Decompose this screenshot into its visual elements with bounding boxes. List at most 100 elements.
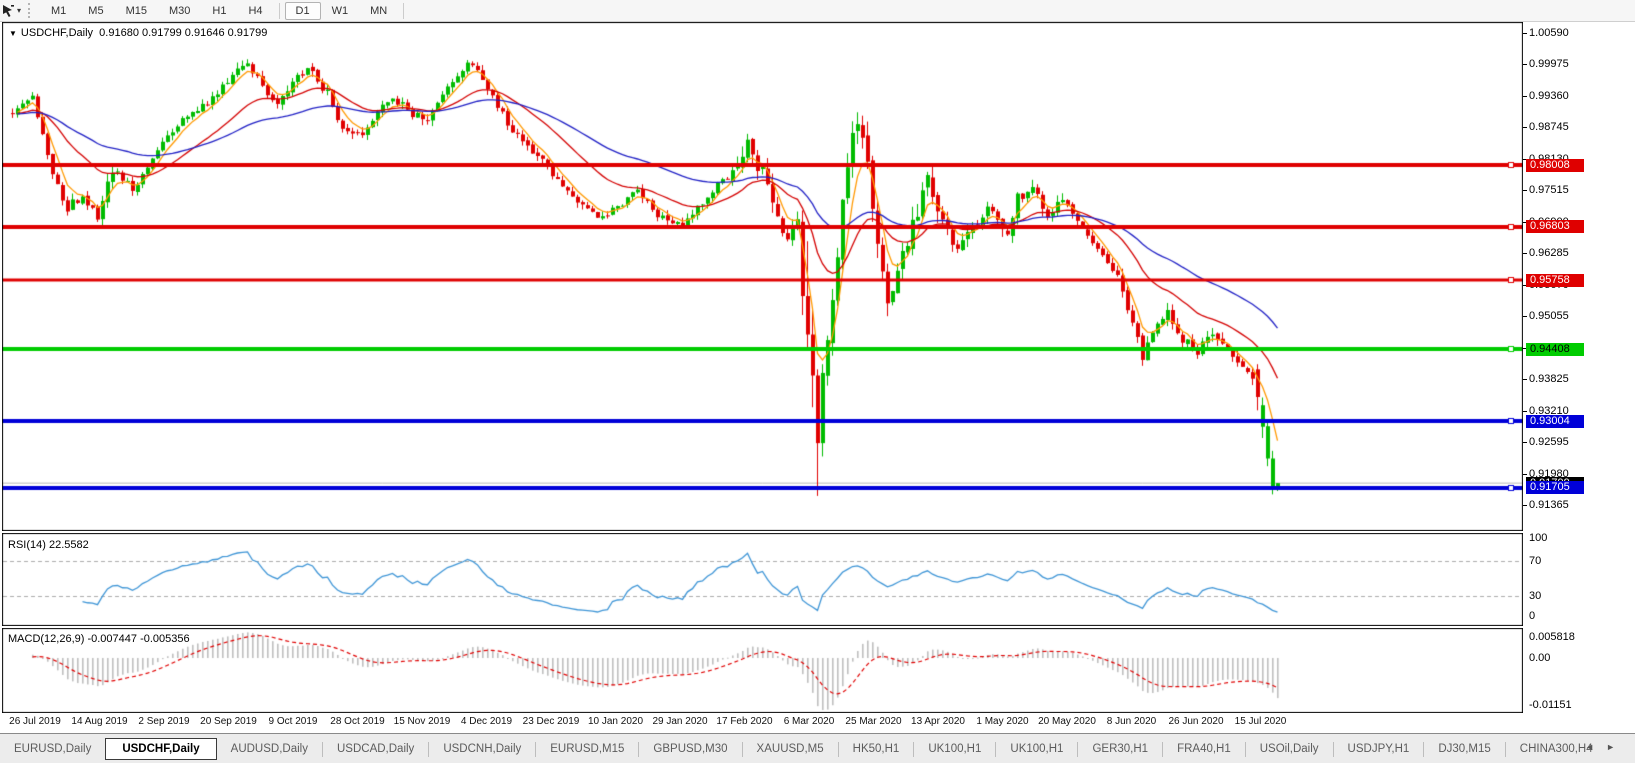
tab-usdcad-daily[interactable]: USDCAD,Daily — [336, 743, 415, 755]
timeframe-button-d1[interactable]: D1 — [284, 1, 321, 20]
tab-usoil-daily[interactable]: USOil,Daily — [1259, 743, 1319, 755]
date-tick-label: 20 Sep 2019 — [200, 716, 257, 727]
toolbar-drag-handle-icon[interactable] — [28, 3, 34, 18]
price-tick-label: 1.00590 — [1523, 26, 1569, 39]
tab-scroll-arrows[interactable]: ◄► — [1585, 742, 1627, 752]
price-tick-label: 0.92595 — [1523, 436, 1569, 449]
date-tick-label: 10 Jan 2020 — [587, 716, 644, 727]
time-axis[interactable]: 26 Jul 2019 14 Aug 2019 2 Sep 2019 20 Sep 2… — [0, 716, 1635, 731]
price-tick-label: 0.91365 — [1523, 499, 1569, 512]
price-tick-label: 0.98745 — [1523, 121, 1569, 134]
price-tick-label: 0.97515 — [1523, 184, 1569, 197]
date-tick-label: 15 Nov 2019 — [393, 716, 451, 727]
price-line-label: 0.98008 — [1526, 158, 1584, 172]
tab-eurusd-daily[interactable]: EURUSD,Daily — [14, 743, 92, 755]
date-tick-label: 20 May 2020 — [1038, 716, 1096, 727]
date-tick-label: 26 Jun 2020 — [1168, 716, 1224, 727]
timeframe-toolbar: ▾ M1 M5 M15 M30 H1 H4 D1 W1 MN — [0, 0, 1635, 22]
date-tick-label: 4 Dec 2019 — [460, 716, 513, 727]
rsi-axis-label: 0 — [1529, 610, 1536, 622]
tab-china300-h4[interactable]: CHINA300,H4 — [1519, 743, 1593, 755]
price-line-label: 0.95758 — [1526, 273, 1584, 287]
tab-separator — [1162, 741, 1164, 757]
tab-separator — [1423, 741, 1425, 757]
rsi-axis-label: 70 — [1529, 555, 1542, 567]
chart-title: ▼ USDCHF,Daily 0.91680 0.91799 0.91646 0.… — [9, 27, 267, 39]
price-tick-label: 0.95055 — [1523, 310, 1569, 323]
macd-label: MACD(12,26,9) -0.007447 -0.005356 — [8, 633, 190, 645]
date-tick-label: 26 Jul 2019 — [9, 716, 61, 727]
tab-separator — [837, 741, 839, 757]
tab-eurusd-m15[interactable]: EURUSD,M15 — [550, 743, 625, 755]
date-tick-label: 14 Aug 2019 — [71, 716, 128, 727]
date-tick-label: 28 Oct 2019 — [330, 716, 385, 727]
tab-audusd-daily[interactable]: AUDUSD,Daily — [230, 743, 308, 755]
tab-uk100-h1[interactable]: UK100,H1 — [928, 743, 982, 755]
tab-separator — [535, 741, 537, 757]
price-tick-label: 0.99360 — [1523, 89, 1569, 102]
tab-separator — [321, 741, 323, 757]
timeframe-button-w1[interactable]: W1 — [331, 4, 349, 17]
price-line-label: 0.94408 — [1526, 342, 1584, 356]
timeframe-button-m15[interactable]: M15 — [125, 4, 147, 17]
price-tick-label: 0.93825 — [1523, 373, 1569, 386]
rsi-label: RSI(14) 22.5582 — [8, 539, 89, 551]
rsi-axis-label: 100 — [1529, 532, 1548, 544]
macd-indicator-canvas[interactable] — [2, 628, 1523, 713]
tab-fra40-h1[interactable]: FRA40,H1 — [1177, 743, 1231, 755]
price-axis[interactable]: 1.005900.999750.993600.987450.981300.975… — [1523, 22, 1635, 713]
date-tick-label: 29 Jan 2020 — [652, 716, 708, 727]
tab-separator — [995, 741, 997, 757]
tab-separator — [741, 741, 743, 757]
timeframe-button-m1[interactable]: M1 — [51, 4, 67, 17]
timeframe-button-m5[interactable]: M5 — [88, 4, 104, 17]
tab-gbpusd-m30[interactable]: GBPUSD,M30 — [653, 743, 728, 755]
tab-separator — [1077, 741, 1079, 757]
macd-axis-label: -0.01151 — [1529, 699, 1572, 711]
date-tick-label: 2 Sep 2019 — [138, 716, 190, 727]
tab-separator — [638, 741, 640, 757]
tab-usdjpy-h1[interactable]: USDJPY,H1 — [1347, 743, 1410, 755]
chart-tab-bar: EURUSD,Daily USDCHF,Daily AUDUSD,Daily USDC… — [0, 733, 1635, 763]
toolbar-separator — [403, 2, 405, 19]
date-tick-label: 17 Feb 2020 — [716, 716, 773, 727]
collapse-triangle-icon[interactable]: ▼ — [9, 29, 17, 38]
price-line-label: 0.91705 — [1526, 481, 1584, 495]
timeframe-button-h4[interactable]: H4 — [248, 4, 263, 17]
cursor-tool-button[interactable]: ▾ — [1, 4, 21, 18]
date-tick-label: 8 Jun 2020 — [1106, 716, 1157, 727]
price-chart-canvas[interactable] — [2, 22, 1523, 531]
tab-dj30-m15[interactable]: DJ30,M15 — [1438, 743, 1491, 755]
tab-scroll-left-icon[interactable]: ◄ — [1585, 742, 1607, 752]
rsi-axis-label: 30 — [1529, 590, 1542, 602]
cursor-arrow-icon — [3, 4, 14, 17]
tab-ger30-h1[interactable]: GER30,H1 — [1092, 743, 1149, 755]
date-tick-label: 13 Apr 2020 — [911, 716, 965, 727]
price-tick-label: 0.93210 — [1523, 404, 1569, 417]
macd-axis-label: 0.00 — [1529, 652, 1551, 664]
date-tick-label: 25 Mar 2020 — [845, 716, 902, 727]
tab-usdcnh-daily[interactable]: USDCNH,Daily — [443, 743, 522, 755]
timeframe-button-m30[interactable]: M30 — [168, 4, 191, 17]
tab-uk100-h1[interactable]: UK100,H1 — [1010, 743, 1064, 755]
price-line-label: 0.93004 — [1526, 414, 1584, 428]
tab-separator — [1244, 741, 1246, 757]
price-tick-label: 0.96285 — [1523, 247, 1569, 260]
macd-axis-label: 0.005818 — [1529, 631, 1575, 643]
price-tick-label: 0.99975 — [1523, 58, 1569, 71]
cursor-tool-caret-icon[interactable]: ▾ — [17, 6, 22, 15]
tab-hk50-h1[interactable]: HK50,H1 — [852, 743, 900, 755]
tab-scroll-right-icon[interactable]: ► — [1606, 742, 1627, 752]
tab-usdchf-daily[interactable]: USDCHF,Daily — [105, 738, 217, 760]
rsi-indicator-canvas[interactable] — [2, 533, 1523, 626]
timeframe-button-h1[interactable]: H1 — [212, 4, 227, 17]
chart-ohlc-values: 0.91680 0.91799 0.91646 0.91799 — [99, 27, 268, 39]
date-tick-label: 1 May 2020 — [976, 716, 1029, 727]
toolbar-separator — [278, 2, 280, 19]
date-tick-label: 6 Mar 2020 — [783, 716, 835, 727]
tab-separator — [1332, 741, 1334, 757]
tab-xauusd-m5[interactable]: XAUUSD,M5 — [756, 743, 824, 755]
timeframe-button-mn[interactable]: MN — [370, 4, 388, 17]
date-tick-label: 15 Jul 2020 — [1234, 716, 1287, 727]
